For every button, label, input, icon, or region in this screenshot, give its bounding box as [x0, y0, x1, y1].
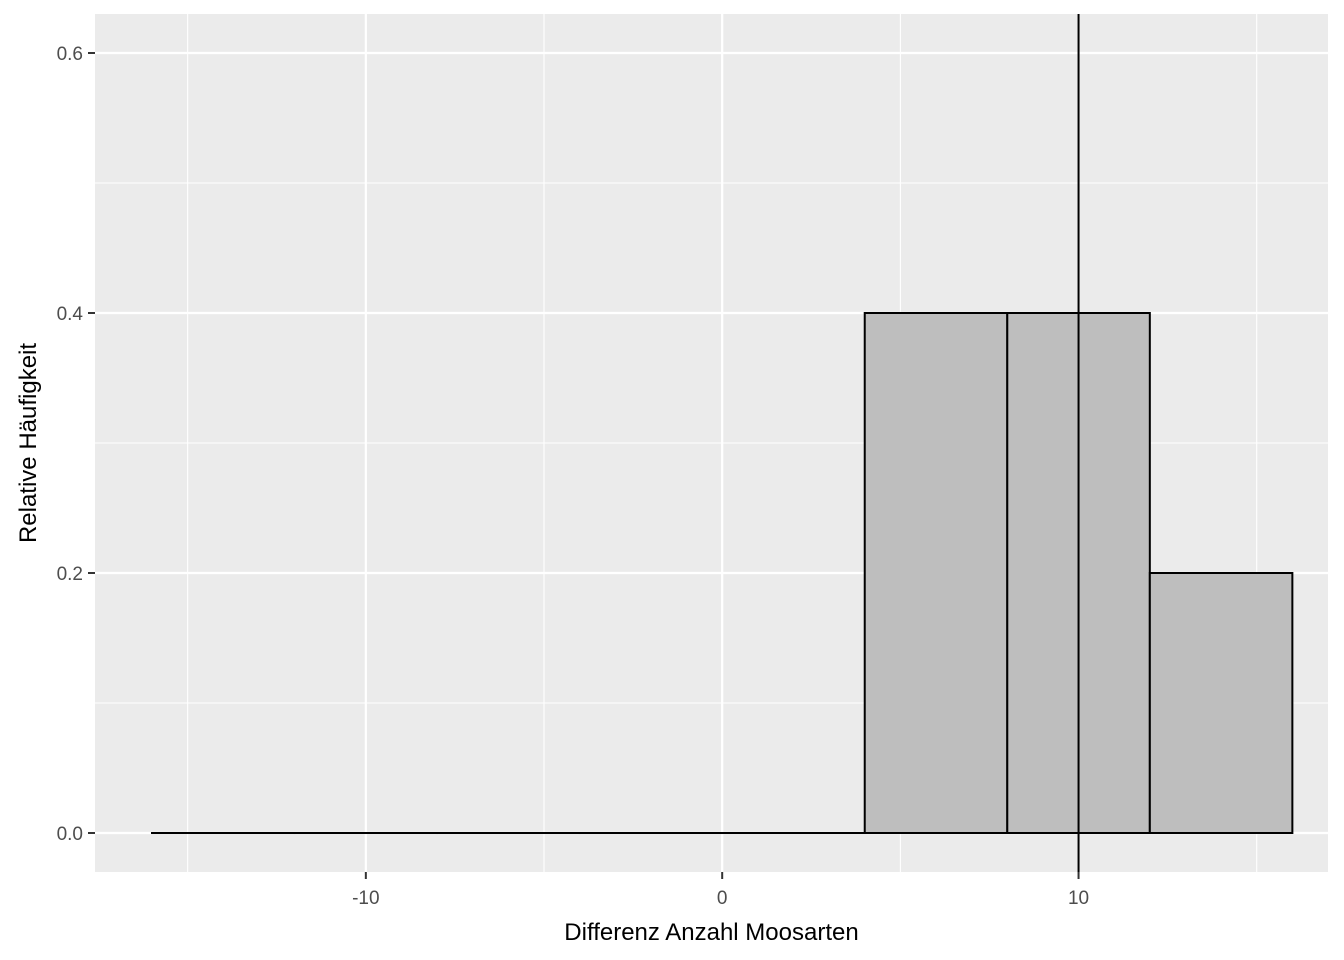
x-axis-title: Differenz Anzahl Moosarten — [564, 919, 858, 946]
histogram-bar-5 — [863, 312, 1009, 834]
y-tick-label: 0.2 — [57, 564, 83, 585]
y-axis-title: Relative Häufigkeit — [15, 343, 42, 543]
x-tick-label: 0 — [717, 888, 728, 909]
y-tick-label: 0.0 — [57, 824, 83, 845]
y-tick-label: 0.6 — [57, 44, 83, 65]
x-tick-label: 10 — [1068, 888, 1089, 909]
axis-ticks — [88, 52, 1080, 879]
histogram-bar-7 — [1148, 572, 1294, 834]
x-tick-label: -10 — [352, 888, 379, 909]
histogram-bars — [151, 312, 1294, 835]
axis-tick-labels: -10 0 10 0.0 0.2 0.4 0.6 — [57, 44, 1090, 909]
y-tick-label: 0.4 — [57, 304, 84, 325]
